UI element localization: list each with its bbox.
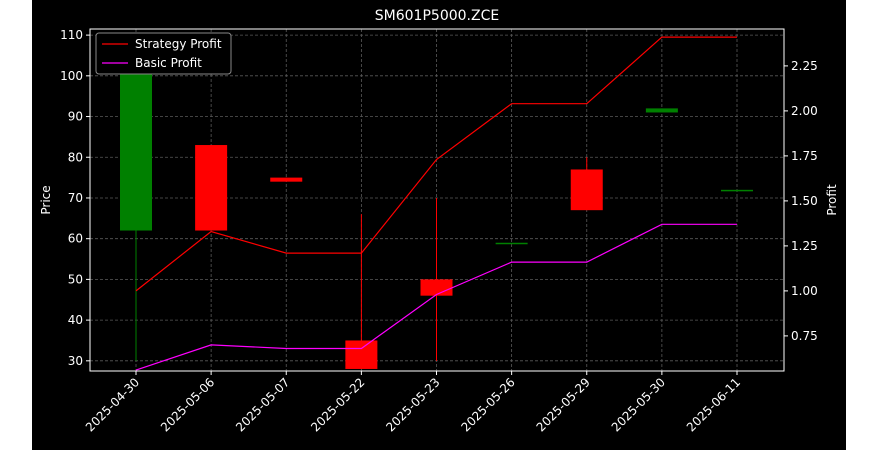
candle-body [345, 340, 378, 369]
figure-background [32, 0, 846, 450]
candle-body [570, 169, 603, 211]
y-axis-label-left: Price [39, 185, 53, 214]
candle-body [721, 189, 753, 192]
y-tick-label-left: 50 [68, 272, 83, 286]
legend-box [95, 32, 232, 75]
legend: Strategy Profit Basic Profit [95, 32, 232, 75]
candle-body [420, 279, 453, 296]
y-tick-label-right: 1.00 [791, 284, 818, 298]
y-tick-label-left: 60 [68, 232, 83, 246]
y-tick-label-left: 110 [60, 28, 83, 42]
y-tick-label-left: 100 [60, 69, 83, 83]
series-line-0 [135, 36, 737, 292]
y-tick-label-left: 90 [68, 110, 83, 124]
profit-lines [135, 36, 737, 371]
y-tick-label-left: 80 [68, 150, 83, 164]
y-tick-label-right: 1.75 [791, 149, 818, 163]
candle-body [270, 177, 303, 182]
y-tick-label-right: 2.25 [791, 59, 818, 73]
y-tick-label-left: 30 [68, 354, 83, 368]
legend-label-basic: Basic Profit [135, 56, 202, 70]
candle-body [645, 108, 678, 113]
y-tick-label-right: 0.75 [791, 329, 818, 343]
legend-label-strategy: Strategy Profit [135, 37, 222, 51]
y-tick-label-left: 70 [68, 191, 83, 205]
y-tick-label-right: 2.00 [791, 104, 818, 118]
series-line-1 [135, 223, 737, 371]
y-tick-label-left: 40 [68, 313, 83, 327]
y-tick-label-right: 1.50 [791, 194, 818, 208]
y-axis-label-right: Profit [825, 184, 839, 216]
chart-title: SM601P5000.ZCE [375, 8, 499, 24]
y-tick-label-right: 1.25 [791, 239, 818, 253]
candle-body [195, 145, 228, 231]
candle-body [495, 242, 528, 245]
